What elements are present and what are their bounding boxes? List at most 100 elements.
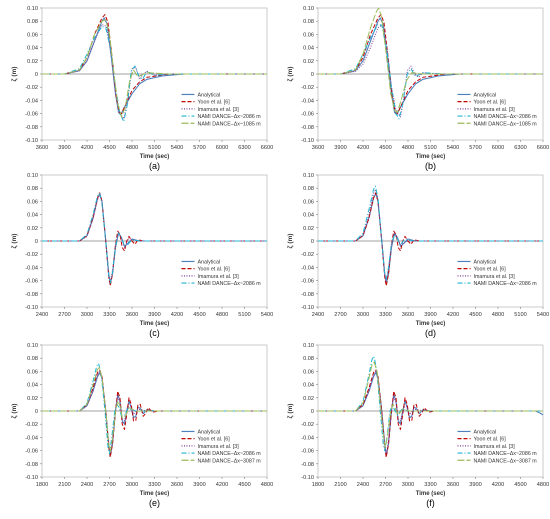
x-tick-label: 3900 — [424, 312, 436, 318]
y-tick-label: -0.10 — [25, 138, 38, 144]
y-tick-label: -0.10 — [301, 138, 314, 144]
series-line-3 — [42, 194, 267, 283]
y-tick-label: 0 — [35, 72, 38, 78]
x-axis-label: Time (sec) — [416, 491, 446, 497]
x-tick-label: 5700 — [193, 145, 205, 151]
x-tick-label: 4500 — [379, 145, 391, 151]
legend-entry: Imamura et al. [3] — [474, 107, 516, 113]
y-tick-label: -0.08 — [301, 125, 314, 131]
legend-entry: NAMI DANCE–Δx~1085 m — [474, 121, 538, 127]
y-tick-label: 0.08 — [27, 356, 38, 362]
y-tick-label: -0.06 — [301, 279, 314, 285]
x-tick-label: 3900 — [148, 312, 160, 318]
x-tick-label: 4800 — [402, 145, 414, 151]
y-tick-label: -0.06 — [301, 449, 314, 455]
series-line-2 — [42, 14, 267, 115]
y-axis-label: ζ (m) — [11, 234, 18, 249]
legend-entry: Analytical — [474, 92, 497, 98]
x-tick-label: 5400 — [537, 312, 549, 318]
y-tick-label: 0.04 — [27, 46, 38, 52]
series-line-4 — [318, 355, 543, 452]
y-tick-label: 0.06 — [27, 369, 38, 375]
series-line-3 — [318, 189, 543, 282]
x-tick-label: 3900 — [58, 145, 70, 151]
y-tick-label: 0.10 — [303, 6, 314, 12]
legend-entry: NAMI DANCE–Δx~3087 m — [474, 458, 538, 464]
legend-entry: Yoon et al. [6] — [198, 267, 231, 273]
y-tick-label: 0.10 — [27, 173, 38, 179]
y-tick-label: 0.08 — [27, 186, 38, 192]
y-tick-label: -0.02 — [301, 422, 314, 428]
y-tick-label: -0.08 — [301, 292, 314, 298]
series-line-4 — [318, 185, 543, 280]
y-tick-label: -0.08 — [25, 462, 38, 468]
x-tick-label: 4800 — [492, 312, 504, 318]
legend-entry: Analytical — [474, 429, 497, 435]
x-tick-label: 6600 — [537, 145, 549, 151]
x-axis-label: Time (sec) — [140, 154, 170, 160]
series-line-2 — [318, 192, 543, 287]
x-tick-label: 3900 — [469, 482, 481, 488]
y-tick-label: -0.06 — [25, 279, 38, 285]
x-tick-label: 4500 — [238, 482, 250, 488]
x-tick-label: 3300 — [148, 482, 160, 488]
x-axis-label: Time (sec) — [416, 154, 446, 160]
x-tick-label: 5400 — [447, 145, 459, 151]
legend-entry: NAMI DANCE–Δx~1085 m — [198, 121, 262, 127]
y-tick-label: -0.02 — [25, 85, 38, 91]
y-tick-label: 0.06 — [27, 199, 38, 205]
x-tick-label: 4200 — [171, 312, 183, 318]
series-line-2 — [42, 192, 267, 287]
x-tick-label: 2400 — [81, 482, 93, 488]
series-line-5 — [318, 7, 543, 113]
x-tick-label: 2700 — [58, 312, 70, 318]
panel-label: (f) — [426, 498, 435, 508]
y-axis-label: ζ (m) — [287, 67, 294, 82]
legend-entry: NAMI DANCE–Δx~2086 m — [198, 281, 262, 287]
x-tick-label: 3900 — [334, 145, 346, 151]
y-tick-label: 0.06 — [303, 199, 314, 205]
legend-entry: Yoon et al. [6] — [474, 100, 507, 106]
x-tick-label: 4500 — [514, 482, 526, 488]
x-tick-label: 6300 — [238, 145, 250, 151]
x-tick-label: 5100 — [424, 145, 436, 151]
y-tick-label: -0.10 — [25, 475, 38, 481]
y-tick-label: 0.02 — [303, 59, 314, 65]
panel-label: (d) — [425, 328, 436, 338]
x-tick-label: 4200 — [216, 482, 228, 488]
chart-panel-4: -0.10 -0.08 -0.06 -0.04 -0.02 0 0.02 0.04 0.06 0.… — [287, 173, 549, 338]
legend-entry: Imamura et al. [3] — [474, 444, 516, 450]
panel-label: (e) — [149, 498, 160, 508]
x-tick-label: 3600 — [171, 482, 183, 488]
y-tick-label: 0.04 — [27, 383, 38, 389]
x-tick-label: 3300 — [103, 312, 115, 318]
series-line-2 — [318, 14, 543, 115]
chart-panel-6: -0.10 -0.08 -0.06 -0.04 -0.02 0 0.02 0.04 0.06 0.… — [287, 343, 549, 508]
y-tick-label: -0.10 — [301, 305, 314, 311]
series-line-5 — [42, 19, 267, 118]
y-tick-label: 0.08 — [27, 19, 38, 25]
x-tick-label: 2700 — [334, 312, 346, 318]
x-tick-label: 3900 — [193, 482, 205, 488]
series-line-5 — [318, 361, 543, 448]
x-tick-label: 4200 — [81, 145, 93, 151]
y-tick-label: -0.04 — [301, 435, 314, 441]
x-tick-label: 4200 — [492, 482, 504, 488]
y-tick-label: 0 — [35, 409, 38, 415]
x-tick-label: 6000 — [216, 145, 228, 151]
x-tick-label: 2100 — [334, 482, 346, 488]
x-tick-label: 5100 — [238, 312, 250, 318]
y-tick-label: -0.04 — [25, 435, 38, 441]
x-tick-label: 4200 — [357, 145, 369, 151]
panel-label: (a) — [149, 161, 160, 171]
series-line-1 — [42, 192, 267, 285]
y-tick-label: 0.10 — [303, 173, 314, 179]
series-line-2 — [42, 369, 267, 458]
y-axis-label: ζ (m) — [11, 67, 18, 82]
x-tick-label: 1800 — [36, 482, 48, 488]
y-tick-label: 0.02 — [27, 226, 38, 232]
chart-panel-3: -0.10 -0.08 -0.06 -0.04 -0.02 0 0.02 0.04 0.06 0.… — [11, 173, 273, 338]
legend-entry: Imamura et al. [3] — [198, 274, 240, 280]
y-tick-label: -0.02 — [301, 252, 314, 258]
x-tick-label: 6600 — [261, 145, 273, 151]
